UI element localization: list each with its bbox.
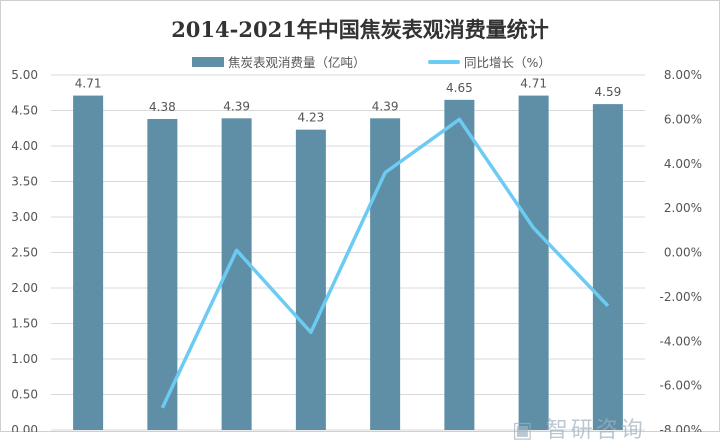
left-axis-tick: 4.50 [11,104,38,118]
bar [73,96,103,430]
right-axis-tick: 0.00% [664,246,702,260]
bar-data-label: 4.38 [149,100,176,114]
right-axis-tick: 2.00% [664,201,702,215]
right-axis-tick: -8.00% [660,423,702,432]
bar [593,104,623,430]
right-axis-tick: -6.00% [660,379,702,393]
bar [444,100,474,430]
left-axis-tick: 2.00 [11,281,38,295]
watermark-logo: ▣ 智研咨询 [512,412,646,444]
chart-plot: 0.00 0.50 1.00 1.50 2.00 2.50 3.00 3.50 4.00 4.50… [0,0,720,432]
left-axis-tick: 1.00 [11,352,38,366]
left-axis-tick: 1.50 [11,317,38,331]
right-axis-tick: 6.00% [664,112,702,126]
bar [296,130,326,430]
bar-data-label: 4.59 [595,85,622,99]
bar-data-label: 4.39 [223,99,250,113]
left-axis-tick: 3.50 [11,175,38,189]
bar-data-label: 4.23 [298,111,325,125]
bar-data-label: 4.71 [75,77,102,91]
left-axis-tick: 5.00 [11,68,38,82]
left-axis-tick: 2.50 [11,246,38,260]
bar-data-label: 4.71 [520,77,547,91]
left-axis-tick: 3.00 [11,210,38,224]
left-axis-tick: 0.50 [11,388,38,402]
bar [519,96,549,430]
bar-data-label: 4.39 [372,99,399,113]
right-axis-tick: 8.00% [664,68,702,82]
left-axis-tick: 4.00 [11,139,38,153]
left-axis-tick: 0.00 [11,423,38,432]
right-axis-tick: -2.00% [660,290,702,304]
right-axis-tick: -4.00% [660,334,702,348]
right-axis-tick: 4.00% [664,157,702,171]
bar-data-label: 4.65 [446,81,473,95]
